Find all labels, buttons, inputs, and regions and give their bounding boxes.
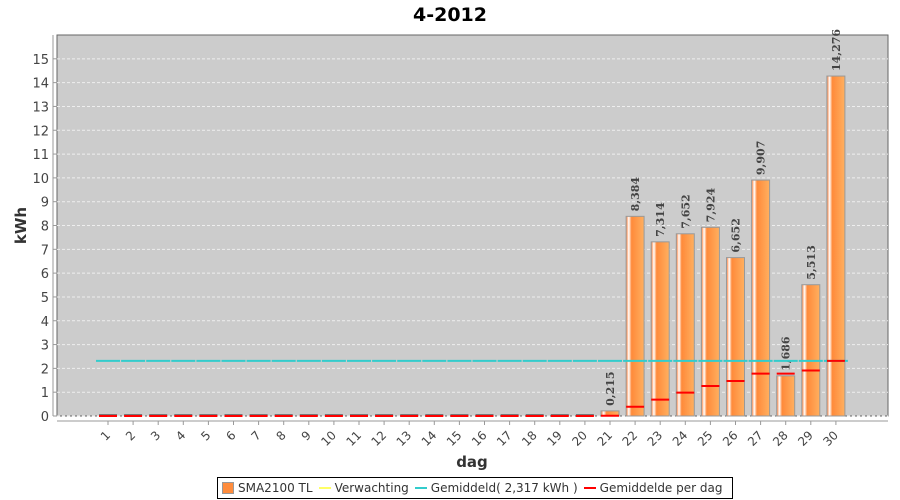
x-tick-label: 6 (223, 428, 238, 443)
x-tick-label: 12 (369, 428, 390, 449)
y-tick-label: 5 (41, 291, 49, 306)
y-tick-label: 14 (32, 77, 49, 92)
legend-label: Gemiddeld( 2,317 kWh ) (430, 481, 578, 495)
y-tick-label: 2 (41, 362, 49, 377)
x-tick-label: 4 (173, 428, 188, 443)
legend-item: SMA2100 TL (222, 481, 313, 495)
legend-label: Gemiddelde per dag (599, 481, 723, 495)
x-tick-label: 15 (444, 428, 465, 449)
bar-data-label: 9,907 (755, 141, 768, 175)
bar-data-label: 7,924 (704, 188, 717, 223)
y-tick-label: 9 (41, 196, 49, 211)
x-tick-label: 23 (645, 428, 666, 449)
x-tick-label: 20 (569, 428, 590, 449)
x-tick-label: 3 (148, 428, 163, 443)
bar (625, 215, 645, 417)
y-tick-label: 8 (41, 220, 49, 235)
bar (776, 375, 796, 417)
x-tick-label: 13 (394, 428, 415, 449)
bar-data-label: 8,384 (629, 177, 642, 212)
x-tick-label: 2 (123, 428, 138, 443)
x-tick-label: 8 (274, 428, 289, 443)
y-tick-label: 0 (41, 410, 49, 425)
bar (826, 75, 846, 417)
y-tick-label: 15 (32, 53, 49, 68)
bar-data-label: 7,314 (654, 202, 667, 237)
legend-swatch-bar (222, 482, 234, 494)
y-tick-label: 12 (32, 124, 49, 139)
y-tick-label: 4 (41, 315, 49, 330)
bar-data-label: 1,686 (780, 336, 793, 371)
bar (650, 241, 670, 417)
legend-label: SMA2100 TL (238, 481, 313, 495)
bar (700, 226, 720, 417)
bar-data-label: 7,652 (679, 194, 692, 228)
y-tick-label: 3 (41, 339, 49, 354)
y-tick-label: 13 (32, 100, 49, 115)
bar-data-label: 6,652 (730, 218, 743, 252)
legend-item: Gemiddeld( 2,317 kWh ) (414, 481, 578, 495)
bar-data-label: 5,513 (805, 245, 818, 279)
legend-item: Gemiddelde per dag (583, 481, 723, 495)
x-tick-label: 27 (745, 428, 766, 449)
x-tick-label: 14 (419, 428, 440, 449)
x-tick-label: 1 (98, 428, 113, 443)
x-tick-label: 11 (343, 428, 364, 449)
x-tick-label: 10 (318, 428, 339, 449)
legend-swatch-line (414, 487, 427, 489)
bar-data-label: 14,276 (830, 29, 843, 71)
legend-label: Verwachting (334, 481, 409, 495)
x-tick-label: 19 (544, 428, 565, 449)
x-tick-label: 29 (795, 428, 816, 449)
y-tick-label: 1 (41, 386, 49, 401)
legend-swatch-line (583, 487, 596, 489)
x-tick-label: 17 (494, 428, 515, 449)
x-tick-label: 24 (670, 428, 691, 449)
y-tick-label: 11 (32, 148, 49, 163)
y-tick-label: 10 (32, 172, 49, 187)
legend-swatch-line (318, 487, 331, 489)
x-tick-label: 18 (519, 428, 540, 449)
x-tick-label: 9 (299, 428, 314, 443)
bar (675, 233, 695, 417)
legend-item: Verwachting (318, 481, 409, 495)
x-tick-label: 5 (198, 428, 213, 443)
x-tick-label: 7 (248, 428, 263, 443)
x-tick-label: 30 (820, 428, 841, 449)
y-tick-label: 6 (41, 267, 49, 282)
x-tick-label: 21 (594, 428, 615, 449)
bar (726, 257, 745, 417)
x-tick-label: 22 (620, 428, 641, 449)
y-tick-label: 7 (41, 243, 49, 258)
x-tick-label: 25 (695, 428, 716, 449)
y-axis-label: kWh (12, 207, 30, 244)
bar-data-label: 0,215 (604, 371, 617, 405)
x-axis-label: dag (456, 453, 488, 471)
chart-title: 4-2012 (413, 4, 487, 26)
x-tick-label: 28 (770, 428, 791, 449)
legend: SMA2100 TL Verwachting Gemiddeld( 2,317 kW… (217, 477, 734, 499)
x-tick-label: 26 (720, 428, 741, 449)
bar (751, 179, 771, 417)
bar (801, 284, 821, 417)
x-tick-label: 16 (469, 428, 490, 449)
